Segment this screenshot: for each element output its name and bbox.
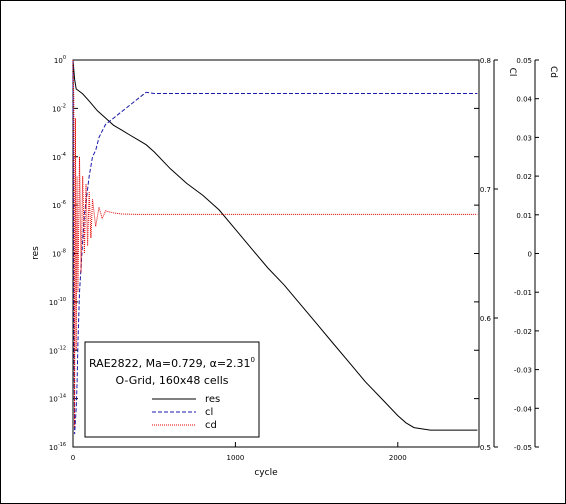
cd-tick-label-0: 0.05 (516, 57, 532, 65)
series-cd-line (72, 59, 478, 428)
y-tick-label-8: 10-16 (49, 442, 66, 452)
series-group (72, 59, 478, 435)
y-tick-label-3: 10-6 (52, 200, 66, 210)
y-tick-base-8: 10 (49, 444, 58, 452)
annotation-line-1: RAE2822, Ma=0.729, α=2.310 (89, 356, 255, 370)
x-tick-label-1: 1000 (226, 454, 244, 462)
ticks-group: 0 1000 200010010-210-410-610-810-1010-1210… (49, 55, 539, 462)
cd-tick-label-6: -0.01 (514, 289, 532, 297)
y-tick-base-1: 10 (52, 105, 61, 113)
cl-tick-label-0: 0.8 (480, 57, 491, 65)
y-tick-exp-4: -8 (61, 249, 66, 255)
y-tick-label-6: 10-12 (49, 345, 66, 355)
y-axis-label: res (31, 246, 41, 260)
y-tick-label-4: 10-8 (52, 249, 66, 259)
cd-tick-label-3: 0.02 (516, 173, 532, 181)
y-tick-base-7: 10 (49, 396, 58, 404)
y-tick-exp-5: -10 (58, 297, 66, 303)
x-axis-label: cycle (254, 468, 278, 478)
x-tick-label-2: 2000 (389, 454, 407, 462)
y-tick-label-5: 10-10 (49, 297, 66, 307)
y-tick-label-0: 100 (54, 55, 66, 65)
annotation-line-1-text: RAE2822, Ma=0.729, α=2.31 (89, 357, 251, 370)
y-tick-label-1: 10-2 (52, 103, 66, 113)
y-tick-label-2: 10-4 (52, 152, 66, 162)
y-tick-base-6: 10 (49, 347, 58, 355)
series-cl-line (72, 59, 478, 435)
y-tick-exp-2: -4 (61, 152, 66, 158)
cd-tick-label-2: 0.03 (516, 134, 532, 142)
cd-tick-label-1: 0.04 (516, 96, 532, 104)
x-tick-label-0: 0 (71, 454, 75, 462)
y-tick-exp-3: -6 (61, 200, 66, 206)
y-tick-base-2: 10 (52, 154, 61, 162)
y-tick-exp-1: -2 (61, 103, 66, 109)
y-tick-exp-0: 0 (63, 55, 66, 61)
cd-tick-label-5: 0 (528, 251, 532, 259)
cl-tick-label-2: 0.6 (480, 315, 492, 323)
y-tick-base-4: 10 (52, 251, 61, 259)
cd-tick-label-7: -0.02 (514, 328, 532, 336)
legend-res-label: res (205, 394, 220, 405)
cd-axis-label: Cd (548, 66, 558, 78)
y-tick-exp-6: -12 (58, 345, 66, 351)
cl-tick-label-3: 0.5 (480, 444, 491, 452)
legend-cd-label: cd (205, 420, 217, 431)
annotation-frame (84, 341, 260, 438)
y-tick-base-5: 10 (49, 299, 58, 307)
cd-tick-label-9: -0.04 (514, 405, 533, 413)
annotation-box: RAE2822, Ma=0.729, α=2.310 O-Grid, 160x4… (84, 341, 260, 438)
y-tick-exp-8: -16 (58, 442, 66, 448)
y-tick-exp-7: -14 (58, 394, 66, 400)
y-tick-base-0: 10 (54, 57, 63, 65)
cd-tick-label-8: -0.03 (514, 367, 532, 375)
cl-tick-label-1: 0.7 (480, 186, 491, 194)
y-tick-base-3: 10 (52, 202, 61, 210)
cd-tick-label-10: -0.05 (514, 444, 532, 452)
cl-axis-label: Cl (507, 68, 517, 77)
legend-cl-label: cl (205, 407, 213, 418)
series-res-line (72, 59, 478, 431)
y-tick-label-7: 10-14 (49, 394, 66, 404)
annotation-line-2: O-Grid, 160x48 cells (115, 374, 228, 387)
annotation-line-1-sup: 0 (251, 356, 255, 364)
cd-tick-label-4: 0.01 (516, 212, 532, 220)
